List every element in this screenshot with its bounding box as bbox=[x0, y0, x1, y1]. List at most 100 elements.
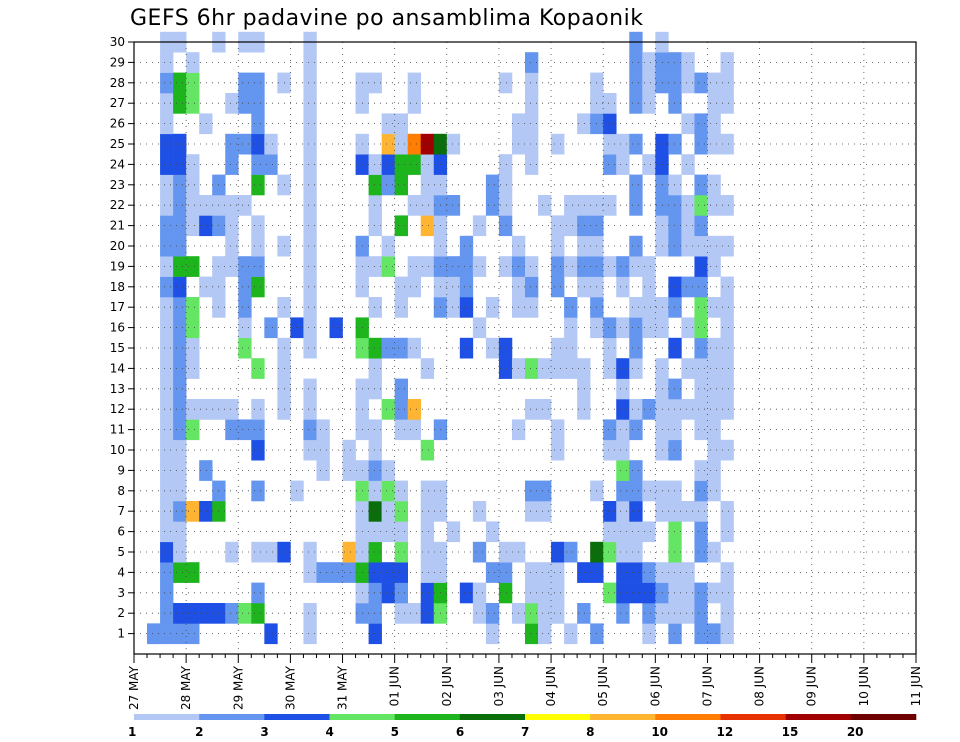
colorbar-label: 2 bbox=[195, 725, 203, 739]
heatmap-cell bbox=[407, 72, 422, 94]
heatmap-cell bbox=[381, 113, 395, 135]
heatmap-cell bbox=[642, 256, 656, 277]
heatmap-cell bbox=[186, 399, 200, 420]
heatmap-cell bbox=[394, 154, 408, 175]
heatmap-cell bbox=[173, 93, 187, 114]
heatmap-cell bbox=[603, 133, 617, 155]
heatmap-cell bbox=[525, 113, 539, 135]
x-tick-label: 02 JUN bbox=[440, 666, 454, 706]
heatmap-cell bbox=[498, 72, 513, 94]
heatmap-cell bbox=[551, 603, 565, 624]
heatmap-cell bbox=[551, 276, 565, 298]
heatmap-cell bbox=[199, 399, 213, 420]
heatmap-cell bbox=[525, 358, 539, 379]
heatmap-cell bbox=[655, 52, 669, 73]
heatmap-cell bbox=[498, 562, 513, 583]
heatmap-cell bbox=[720, 317, 734, 339]
heatmap-cell bbox=[199, 113, 213, 135]
heatmap-cell bbox=[720, 603, 734, 624]
y-tick-label: 14 bbox=[110, 361, 125, 375]
heatmap-cell bbox=[616, 439, 630, 461]
heatmap-cell bbox=[616, 521, 630, 543]
heatmap-cell bbox=[629, 460, 643, 481]
heatmap-cell bbox=[707, 623, 721, 645]
heatmap-cell bbox=[629, 72, 643, 94]
heatmap-cell bbox=[472, 603, 487, 624]
heatmap-cell bbox=[525, 623, 539, 645]
heatmap-cell bbox=[303, 113, 317, 135]
heatmap-cell bbox=[538, 358, 552, 379]
heatmap-cell bbox=[629, 337, 643, 359]
heatmap-cell bbox=[668, 174, 682, 196]
heatmap-cell bbox=[681, 154, 695, 175]
heatmap-cell bbox=[629, 501, 643, 522]
heatmap-cell bbox=[394, 419, 408, 441]
heatmap-cell bbox=[720, 358, 734, 379]
heatmap-cell bbox=[264, 133, 278, 155]
heatmap-cell bbox=[186, 358, 200, 379]
heatmap-cell bbox=[655, 215, 669, 237]
heatmap-cell bbox=[368, 378, 382, 400]
heatmap-cell bbox=[538, 603, 552, 624]
heatmap-cell bbox=[694, 480, 708, 502]
heatmap-cell bbox=[173, 521, 187, 543]
heatmap-cell bbox=[577, 562, 591, 583]
heatmap-cell bbox=[160, 317, 174, 339]
heatmap-cell bbox=[342, 439, 356, 461]
heatmap-cell bbox=[707, 419, 721, 441]
heatmap-cell bbox=[303, 215, 317, 237]
heatmap-cell bbox=[577, 113, 591, 135]
heatmap-cell bbox=[642, 317, 656, 339]
heatmap-cell bbox=[381, 501, 395, 522]
heatmap-cell bbox=[186, 419, 200, 441]
heatmap-cell bbox=[407, 256, 422, 277]
heatmap-cell bbox=[525, 399, 539, 420]
heatmap-cell bbox=[394, 297, 408, 318]
x-tick-label: 11 JUN bbox=[909, 666, 923, 706]
heatmap-cell bbox=[160, 113, 174, 135]
heatmap-cell bbox=[694, 419, 708, 441]
heatmap-cell bbox=[459, 582, 474, 604]
heatmap-cell bbox=[368, 72, 382, 94]
heatmap-cell bbox=[368, 439, 382, 461]
heatmap-cell bbox=[251, 439, 265, 461]
heatmap-cell bbox=[160, 174, 174, 196]
heatmap-cell bbox=[603, 113, 617, 135]
heatmap-cell bbox=[564, 256, 578, 277]
heatmap-cell bbox=[160, 337, 174, 359]
y-tick-label: 15 bbox=[110, 341, 125, 355]
heatmap-cell bbox=[642, 297, 656, 318]
heatmap-cell bbox=[238, 317, 252, 339]
y-tick-label: 3 bbox=[117, 586, 125, 600]
heatmap-cell bbox=[707, 72, 721, 94]
heatmap-cell bbox=[694, 215, 708, 237]
y-tick-label: 5 bbox=[117, 545, 125, 559]
heatmap-cell bbox=[668, 235, 682, 257]
heatmap-cell bbox=[186, 317, 200, 339]
heatmap-cell bbox=[655, 317, 669, 339]
heatmap-cell bbox=[642, 276, 656, 298]
heatmap-cell bbox=[694, 195, 708, 216]
heatmap-cell bbox=[668, 439, 682, 461]
heatmap-cell bbox=[381, 399, 395, 420]
heatmap-cell bbox=[251, 603, 265, 624]
heatmap-cell bbox=[616, 541, 630, 563]
heatmap-cell bbox=[707, 378, 721, 400]
heatmap-cell bbox=[173, 399, 187, 420]
heatmap-cell bbox=[525, 256, 539, 277]
heatmap-cell bbox=[694, 603, 708, 624]
heatmap-cell bbox=[720, 52, 734, 73]
heatmap-cell bbox=[616, 256, 630, 277]
heatmap-cell bbox=[642, 521, 656, 543]
y-tick-label: 19 bbox=[110, 259, 125, 273]
heatmap-cell bbox=[485, 623, 500, 645]
heatmap-cell bbox=[173, 317, 187, 339]
heatmap-cell bbox=[368, 215, 382, 237]
x-tick-label: 05 JUN bbox=[596, 666, 610, 706]
heatmap-cell bbox=[655, 439, 669, 461]
heatmap-cell bbox=[707, 358, 721, 379]
heatmap-cell bbox=[720, 337, 734, 359]
heatmap-cell bbox=[564, 337, 578, 359]
heatmap-cell bbox=[498, 541, 513, 563]
y-tick-label: 11 bbox=[110, 423, 125, 437]
